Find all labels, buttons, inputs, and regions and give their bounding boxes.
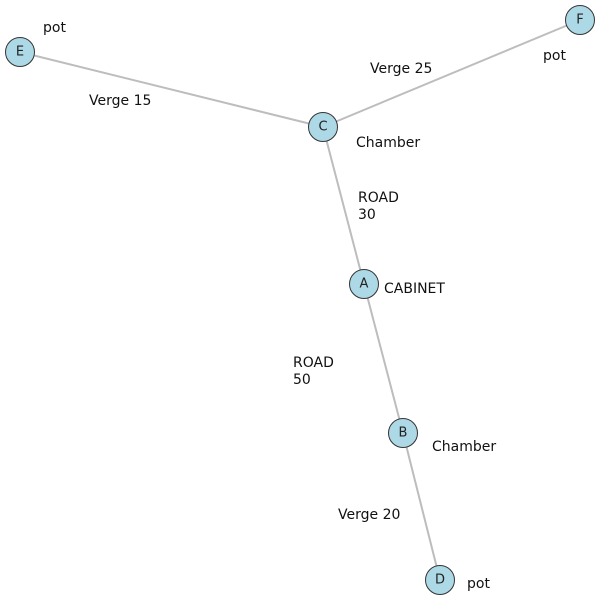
node-b-type-label: Chamber	[432, 439, 496, 455]
node-e-circle	[5, 37, 35, 67]
node-a: A	[349, 269, 379, 299]
node-f-type-label: pot	[543, 48, 566, 64]
edge-a-b	[363, 283, 404, 434]
node-e: E	[5, 37, 35, 67]
edge-c-a-kind: ROAD	[358, 190, 399, 206]
node-d-id: D	[435, 573, 445, 588]
node-a-circle	[349, 269, 379, 299]
node-a-type-label: CABINET	[384, 281, 445, 297]
edge-a-b-kind: ROAD	[293, 355, 334, 371]
edge-c-a-label: ROAD 30	[358, 190, 403, 223]
node-f-id: F	[576, 13, 583, 28]
node-f: F	[565, 5, 595, 35]
node-d-type-label: pot	[467, 576, 490, 592]
edge-b-d	[402, 432, 441, 581]
node-b-circle	[388, 418, 418, 448]
edge-a-b-label: ROAD 50	[293, 355, 338, 388]
node-c-id: C	[318, 120, 327, 135]
node-f-circle	[565, 5, 595, 35]
edge-e-c-label: Verge 15	[89, 93, 151, 109]
node-c: C	[308, 112, 338, 142]
node-e-type-label: pot	[43, 20, 66, 36]
node-d: D	[425, 565, 455, 595]
node-e-id: E	[16, 45, 24, 60]
edge-c-a-length: 30	[358, 207, 376, 223]
node-a-id: A	[360, 277, 369, 292]
edge-b-d-label: Verge 20	[338, 507, 400, 523]
edge-a-b-length: 50	[293, 372, 311, 388]
node-b: B	[388, 418, 418, 448]
edge-c-f	[322, 19, 581, 128]
node-c-type-label: Chamber	[356, 135, 420, 151]
edge-c-a	[322, 126, 365, 285]
node-b-id: B	[399, 426, 408, 441]
edge-labels: Verge 15 Verge 25 ROAD 30 ROAD 50 Verge …	[89, 61, 432, 523]
node-type-labels: pot pot Chamber CABINET Chamber pot	[43, 20, 566, 592]
edge-c-f-label: Verge 25	[370, 61, 432, 77]
node-c-circle	[308, 112, 338, 142]
edges	[19, 19, 581, 581]
edge-e-c	[19, 51, 324, 128]
node-d-circle	[425, 565, 455, 595]
